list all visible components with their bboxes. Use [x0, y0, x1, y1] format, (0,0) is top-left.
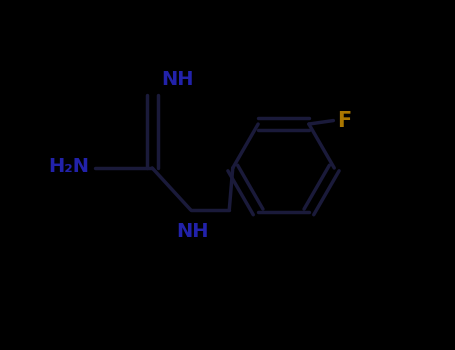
Text: H₂N: H₂N: [48, 157, 89, 176]
Text: F: F: [337, 111, 351, 131]
Text: NH: NH: [161, 70, 193, 89]
Text: NH: NH: [176, 222, 209, 241]
